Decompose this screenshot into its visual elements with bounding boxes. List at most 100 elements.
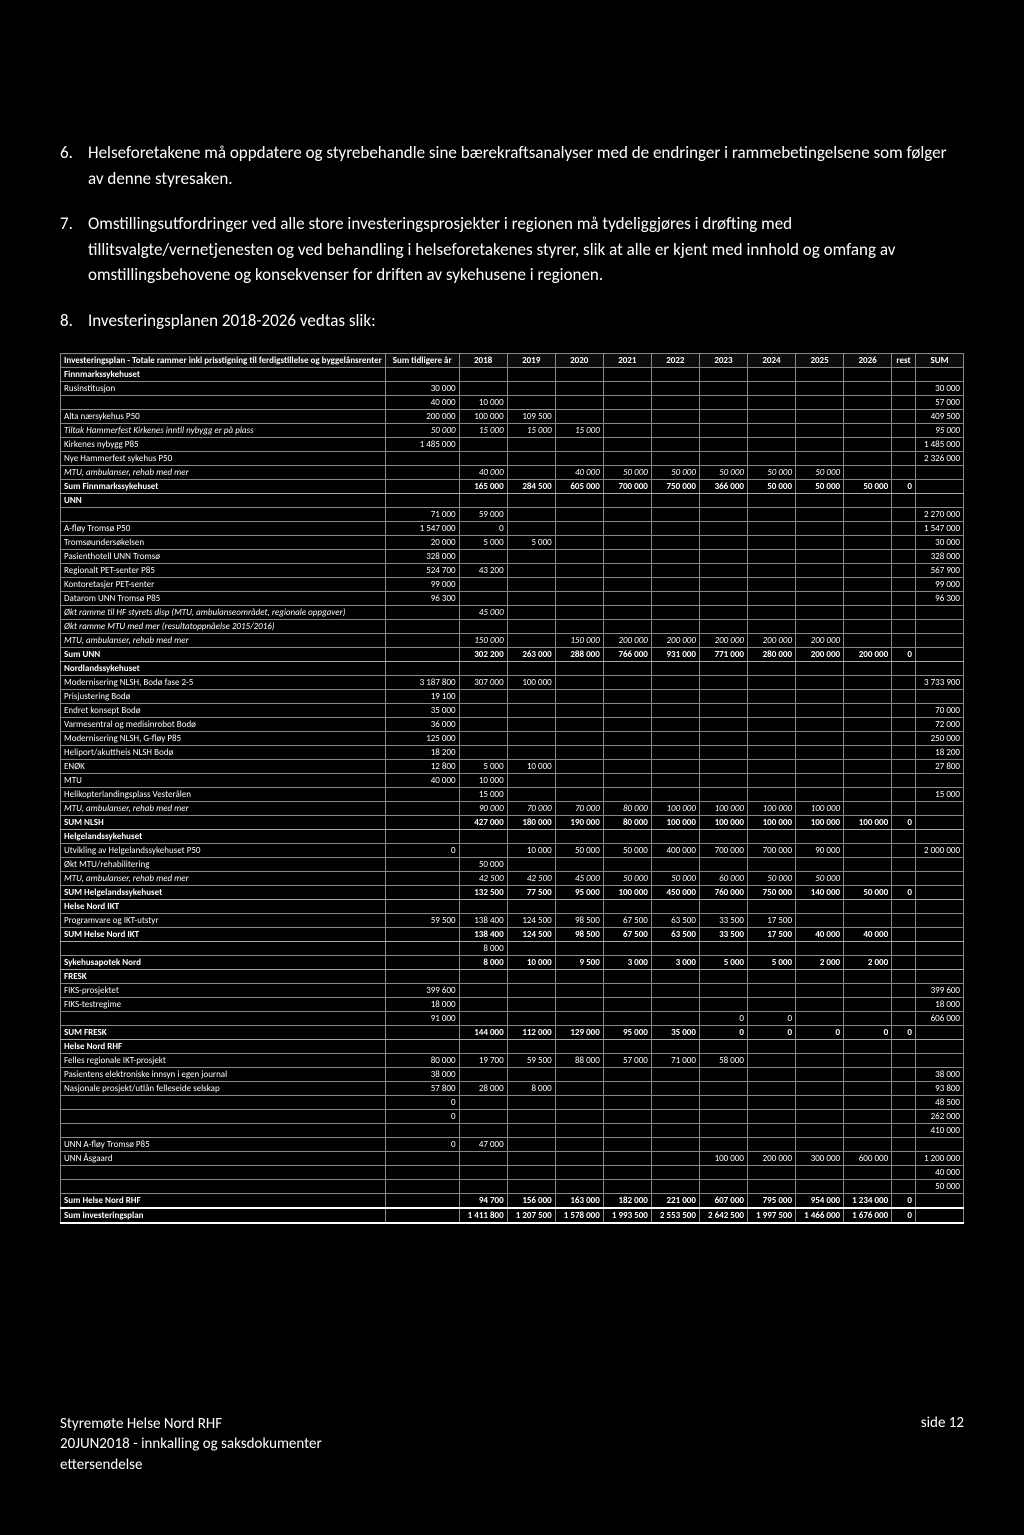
table-row-label: ENØK [61, 760, 386, 774]
table-cell: 109 500 [507, 410, 555, 424]
table-row-label: Datarom UNN Tromsø P85 [61, 592, 386, 606]
table-cell [459, 1096, 507, 1110]
table-cell [555, 900, 603, 914]
table-cell [555, 508, 603, 522]
table-row-label: Nasjonale prosjekt/utlån felleseide sels… [61, 1082, 386, 1096]
table-cell [459, 452, 507, 466]
table-column-header: 2024 [747, 354, 795, 368]
table-cell [459, 368, 507, 382]
table-cell [892, 956, 916, 970]
table-cell: 150 000 [555, 634, 603, 648]
table-cell [844, 620, 892, 634]
table-cell [796, 662, 844, 676]
table-cell [507, 396, 555, 410]
table-cell [555, 578, 603, 592]
table-cell [699, 984, 747, 998]
table-cell [796, 760, 844, 774]
table-cell: 59 000 [459, 508, 507, 522]
table-cell: 45 000 [459, 606, 507, 620]
table-cell: 40 000 [915, 1166, 963, 1180]
table-cell [892, 984, 916, 998]
table-cell: 760 000 [699, 886, 747, 900]
table-cell [555, 718, 603, 732]
table-cell: 284 500 [507, 480, 555, 494]
table-cell [747, 858, 795, 872]
table-cell: 18 200 [385, 746, 459, 760]
table-cell [459, 620, 507, 634]
table-cell [385, 970, 459, 984]
table-cell [915, 970, 963, 984]
table-cell [459, 830, 507, 844]
table-cell: 138 400 [459, 928, 507, 942]
table-cell [796, 606, 844, 620]
table-cell: 18 000 [915, 998, 963, 1012]
table-cell [507, 858, 555, 872]
table-column-header: rest [892, 354, 916, 368]
table-cell [651, 942, 699, 956]
table-cell [892, 732, 916, 746]
table-cell [796, 858, 844, 872]
table-cell: 27 800 [915, 760, 963, 774]
table-cell [844, 998, 892, 1012]
table-cell [747, 830, 795, 844]
table-cell: 15 000 [459, 788, 507, 802]
table-cell [507, 732, 555, 746]
table-cell [555, 606, 603, 620]
table-row-label: UNN A-fløy Tromsø P85 [61, 1138, 386, 1152]
table-cell [892, 718, 916, 732]
table-cell [844, 942, 892, 956]
table-cell: 399 600 [385, 984, 459, 998]
table-cell [651, 1180, 699, 1194]
table-cell [651, 550, 699, 564]
table-cell: 88 000 [555, 1054, 603, 1068]
table-cell [844, 564, 892, 578]
table-cell: 156 000 [507, 1194, 555, 1209]
table-cell: 63 500 [651, 928, 699, 942]
table-cell: 600 000 [844, 1152, 892, 1166]
table-cell [796, 1180, 844, 1194]
table-cell [747, 774, 795, 788]
table-cell [915, 816, 963, 830]
table-cell [844, 746, 892, 760]
table-cell [747, 676, 795, 690]
table-cell: 8 000 [507, 1082, 555, 1096]
table-cell [651, 1096, 699, 1110]
table-cell: 132 500 [459, 886, 507, 900]
table-cell: 67 500 [603, 914, 651, 928]
table-cell: 2 270 000 [915, 508, 963, 522]
table-cell: 59 500 [385, 914, 459, 928]
table-cell [844, 466, 892, 480]
table-cell [603, 788, 651, 802]
table-cell [459, 900, 507, 914]
table-cell [747, 970, 795, 984]
table-cell [507, 900, 555, 914]
table-cell [699, 1166, 747, 1180]
table-column-header: 2018 [459, 354, 507, 368]
table-cell [699, 690, 747, 704]
table-cell [651, 410, 699, 424]
table-cell [459, 998, 507, 1012]
table-cell [651, 368, 699, 382]
table-cell: 0 [385, 1138, 459, 1152]
table-cell [796, 578, 844, 592]
table-cell [747, 606, 795, 620]
table-cell: 0 [699, 1026, 747, 1040]
table-cell: 409 500 [915, 410, 963, 424]
table-cell [385, 802, 459, 816]
table-cell: 50 000 [844, 886, 892, 900]
table-cell: 138 400 [459, 914, 507, 928]
table-cell: 200 000 [796, 648, 844, 662]
table-cell [915, 1054, 963, 1068]
table-cell [796, 592, 844, 606]
table-cell [507, 620, 555, 634]
table-header-title: Investeringsplan - Totale rammer inkl pr… [61, 354, 386, 368]
table-cell [507, 662, 555, 676]
table-cell [603, 858, 651, 872]
table-cell [747, 984, 795, 998]
table-cell: 1 207 500 [507, 1208, 555, 1223]
table-cell [844, 494, 892, 508]
table-cell [555, 690, 603, 704]
table-cell: 700 000 [603, 480, 651, 494]
table-cell [915, 900, 963, 914]
table-cell [603, 1096, 651, 1110]
